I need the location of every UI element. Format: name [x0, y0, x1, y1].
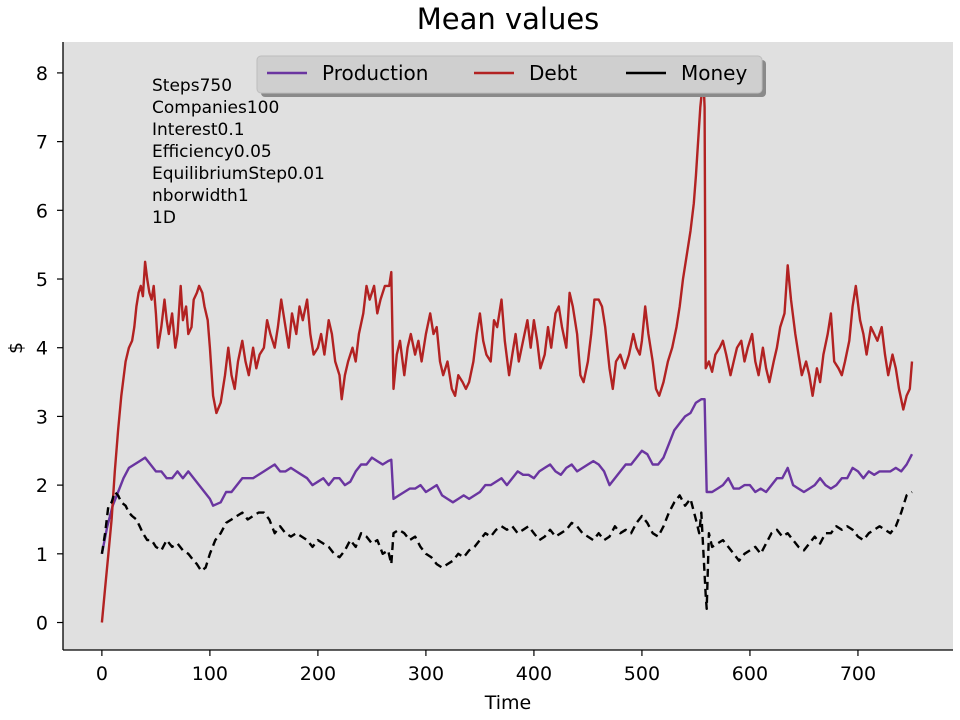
y-tick-label: 2	[36, 475, 48, 497]
y-tick-label: 1	[36, 544, 48, 566]
legend-box	[256, 55, 763, 94]
x-tick-label: 600	[732, 663, 768, 685]
y-tick-label: 4	[36, 338, 48, 360]
x-tick-label: 100	[192, 663, 228, 685]
y-tick-label: 8	[36, 63, 48, 85]
x-ticks: 0 100 200 300 400 500 600 700	[96, 650, 876, 685]
legend-label-production: Production	[322, 61, 428, 85]
chart-title: Mean values	[417, 2, 600, 36]
y-tick-label: 3	[36, 406, 48, 428]
series-line-debt	[100, 78, 914, 623]
legend-label-money: Money	[681, 61, 747, 85]
annotation-line: Companies100	[152, 98, 279, 118]
legend-label-debt: Debt	[529, 61, 577, 85]
y-tick-label: 0	[36, 613, 48, 635]
annotation-line: nborwidth1	[152, 186, 249, 206]
annotation-line: 1D	[152, 208, 176, 228]
y-tick-label: 5	[36, 269, 48, 291]
series-line-money	[100, 490, 913, 610]
x-tick-label: 500	[624, 663, 660, 685]
annotation-line: Interest0.1	[152, 120, 245, 140]
x-tick-label: 700	[840, 663, 876, 685]
axes-layer	[62, 42, 953, 651]
parameter-annotations: Steps750Companies100Interest0.1Efficienc…	[152, 76, 325, 228]
x-axis-label: Time	[484, 692, 532, 714]
legend-entries: Production Debt Money	[267, 61, 747, 85]
y-ticks: 0 1 2 3 4 5 6 7 8	[36, 63, 63, 635]
annotation-line: Efficiency0.05	[152, 142, 272, 162]
x-tick-label: 0	[96, 663, 108, 685]
x-tick-label: 400	[516, 663, 552, 685]
y-tick-label: 7	[36, 132, 48, 154]
annotation-line: Steps750	[152, 76, 232, 96]
annotation-line: EquilibriumStep0.01	[152, 164, 325, 184]
series-line-production	[100, 398, 914, 555]
y-tick-label: 6	[36, 200, 48, 222]
legend: Production Debt Money	[256, 55, 766, 97]
x-tick-label: 200	[300, 663, 336, 685]
series-layer	[100, 78, 914, 623]
x-tick-label: 300	[408, 663, 444, 685]
y-axis-label: $	[5, 342, 27, 354]
